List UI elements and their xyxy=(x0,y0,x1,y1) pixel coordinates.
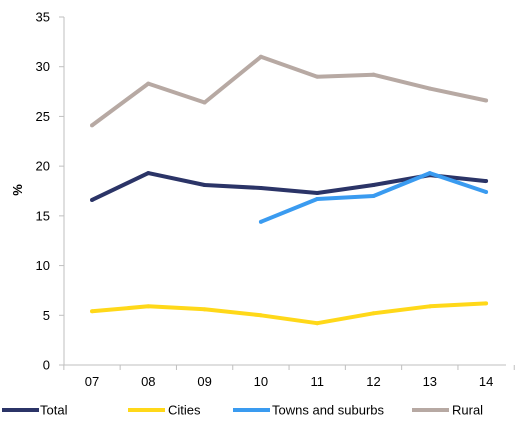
x-tick-label: 14 xyxy=(479,374,493,389)
legend-label-towns-and-suburbs: Towns and suburbs xyxy=(272,403,385,418)
data-point-cities xyxy=(427,304,432,309)
series-cities xyxy=(90,301,489,326)
axes: 0 5 10 15 20 25 30 35 07 08 09 10 11 12 13 14 xyxy=(36,10,515,389)
data-point-rural xyxy=(258,54,263,59)
data-point-total xyxy=(202,183,207,188)
data-point-cities xyxy=(90,309,94,314)
series-line-total xyxy=(91,171,487,202)
x-tick-label: 13 xyxy=(423,374,437,389)
series-rural xyxy=(90,54,489,128)
data-point-towns-and-suburbs xyxy=(484,189,489,194)
data-point-rural xyxy=(315,74,320,79)
data-point-cities xyxy=(484,301,489,306)
data-point-rural xyxy=(427,86,432,91)
legend-item-cities: Cities xyxy=(128,403,201,418)
y-tick-label: 15 xyxy=(36,208,50,223)
data-point-cities xyxy=(258,313,263,318)
data-point-rural xyxy=(90,123,94,128)
data-point-towns-and-suburbs xyxy=(371,193,376,198)
legend-item-total: Total xyxy=(2,403,68,418)
data-point-total xyxy=(315,190,320,195)
legend-label-total: Total xyxy=(40,403,68,418)
y-tick-label: 25 xyxy=(36,109,50,124)
legend-label-rural: Rural xyxy=(452,403,483,418)
data-point-cities xyxy=(146,304,151,309)
data-point-rural xyxy=(202,100,207,105)
series-line-cities xyxy=(91,301,487,326)
legend-label-cities: Cities xyxy=(168,403,201,418)
data-point-total xyxy=(146,171,151,176)
y-tick-label: 35 xyxy=(36,10,50,25)
y-axis-label: % xyxy=(10,184,25,196)
data-point-towns-and-suburbs xyxy=(427,171,432,176)
x-tick-label: 10 xyxy=(254,374,268,389)
legend: Total Cities Towns and suburbs Rural xyxy=(2,403,483,418)
series-layer xyxy=(90,54,489,326)
data-point-towns-and-suburbs xyxy=(258,219,263,224)
y-tick-label: 20 xyxy=(36,159,50,174)
legend-item-towns-and-suburbs: Towns and suburbs xyxy=(233,403,385,418)
x-tick-label: 08 xyxy=(141,374,155,389)
series-towns-and-suburbs xyxy=(258,171,489,224)
x-tick-label: 09 xyxy=(197,374,211,389)
data-point-cities xyxy=(315,321,320,326)
y-tick-label: 30 xyxy=(36,59,50,74)
y-tick-label: 10 xyxy=(36,258,50,273)
series-line-rural xyxy=(90,54,487,128)
x-tick-label: 11 xyxy=(310,374,324,389)
y-tick-label: 5 xyxy=(43,308,50,323)
data-point-cities xyxy=(371,311,376,316)
data-point-total xyxy=(258,186,263,191)
legend-item-rural: Rural xyxy=(412,403,483,418)
data-point-rural xyxy=(371,72,376,77)
x-tick-label: 07 xyxy=(85,374,99,389)
data-point-rural xyxy=(484,98,489,103)
data-point-total xyxy=(90,197,94,202)
data-point-total xyxy=(371,183,376,188)
data-point-cities xyxy=(202,307,207,312)
x-tick-label: 12 xyxy=(366,374,380,389)
data-point-rural xyxy=(146,81,151,86)
y-tick-label: 0 xyxy=(43,358,50,373)
data-point-total xyxy=(484,179,489,184)
data-point-towns-and-suburbs xyxy=(315,196,320,201)
